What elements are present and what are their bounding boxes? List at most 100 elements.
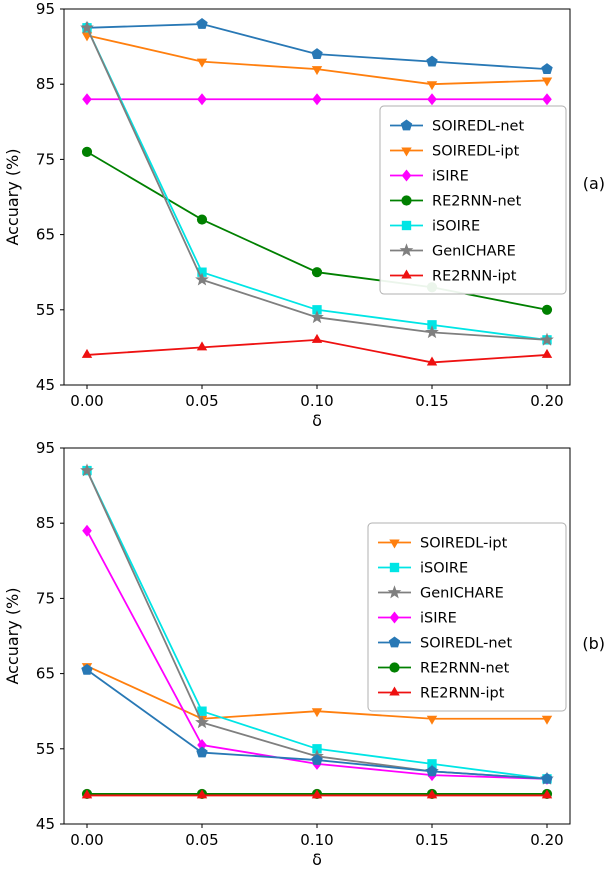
square-icon [312, 305, 322, 315]
star-icon [425, 325, 439, 339]
star-icon [399, 243, 414, 257]
x-tick-label: 0.15 [415, 831, 448, 849]
series-RE2RNN-ipt [81, 333, 553, 366]
square-icon [401, 220, 412, 231]
line-chart-b: 45 55 65 75 85 95 0.00 0.05 0.10 0.15 0.20 δ Accuary… [3, 439, 571, 869]
legend-label: iSOIRE [432, 219, 480, 235]
circle-icon [389, 662, 400, 673]
star-icon [310, 310, 324, 324]
legend-label: SOIREDL-ipt [420, 536, 508, 552]
triangle-up-icon [541, 348, 553, 358]
legend-item-iSIRE: iSIRE [390, 169, 469, 185]
pentagon-icon [426, 55, 438, 67]
pentagon-icon [311, 754, 323, 765]
y-tick-label: 65 [36, 665, 55, 683]
x-tick-label: 0.05 [185, 392, 218, 410]
triangle-up-icon [311, 789, 323, 799]
star-icon [195, 715, 209, 729]
diamond-icon [312, 93, 322, 106]
pentagon-icon [311, 48, 323, 59]
pentagon-icon [400, 119, 413, 131]
y-tick-label: 45 [36, 815, 55, 833]
series-line [86, 34, 548, 86]
triangle-down-icon [196, 58, 208, 68]
x-axis-label: δ [312, 411, 322, 430]
legend-item-SOIREDL-ipt: SOIREDL-ipt [390, 144, 520, 160]
legend-item-SOIREDL-net: SOIREDL-net [378, 636, 512, 652]
pentagon-icon [426, 765, 438, 777]
pentagon-icon [541, 63, 553, 75]
y-tick-label: 45 [36, 376, 55, 394]
triangle-down-icon [389, 539, 400, 549]
legend-label: SOIREDL-net [432, 119, 524, 135]
circle-icon [541, 304, 553, 315]
triangle-down-icon [311, 66, 323, 76]
legend-item-GenICHARE: GenICHARE [390, 243, 516, 260]
legend: SOIREDL-net SOIREDL-ipt iSIRE RE2RNN-net iSO… [379, 105, 567, 295]
legend-item-RE2RNN-ipt: RE2RNN-ipt [378, 686, 505, 702]
legend-item-SOIREDL-ipt: SOIREDL-ipt [378, 536, 508, 552]
y-tick-label: 95 [36, 439, 55, 457]
x-tick-label: 0.10 [300, 392, 333, 410]
triangle-up-icon [389, 686, 400, 696]
square-icon [312, 744, 322, 754]
square-icon [427, 759, 437, 769]
legend-label: GenICHARE [420, 586, 504, 602]
triangle-down-icon [541, 715, 553, 725]
x-tick-label: 0.10 [300, 831, 333, 849]
series-GenICHARE [80, 20, 554, 346]
legend-item-GenICHARE: GenICHARE [378, 585, 504, 602]
triangle-down-icon [311, 708, 323, 718]
x-tick-label: 0.00 [70, 392, 103, 410]
legend-label: iSIRE [420, 611, 457, 627]
triangle-down-icon [426, 715, 438, 725]
y-tick-label: 55 [36, 301, 55, 319]
x-tick-label: 0.15 [415, 392, 448, 410]
legend-item-RE2RNN-net: RE2RNN-net [390, 194, 522, 210]
legend-label: RE2RNN-net [420, 661, 510, 677]
diamond-icon [82, 524, 92, 537]
legend-box [367, 522, 567, 712]
x-axis-label: δ [312, 850, 322, 869]
diamond-icon [197, 93, 207, 106]
triangle-up-icon [426, 789, 438, 799]
circle-icon [81, 146, 93, 157]
panel-label-a: (a) [582, 174, 605, 193]
x-tick-label: 0.20 [530, 831, 563, 849]
y-tick-label: 75 [36, 589, 55, 607]
circle-icon [311, 267, 323, 278]
series-SOIREDL-ipt [81, 32, 553, 91]
pentagon-icon [388, 636, 401, 648]
triangle-up-icon [311, 333, 323, 343]
pentagon-icon [541, 772, 553, 784]
series-line [86, 23, 548, 71]
pentagon-icon [196, 18, 208, 29]
legend-label: RE2RNN-net [432, 194, 522, 210]
y-axis-label: Accuary (%) [3, 148, 22, 245]
diamond-icon [82, 93, 92, 106]
triangle-down-icon [401, 147, 412, 157]
series-RE2RNN-ipt [81, 789, 553, 799]
y-tick-label: 95 [36, 0, 55, 18]
y-axis-label: Accuary (%) [3, 587, 22, 684]
square-icon [389, 562, 400, 573]
star-icon [387, 585, 402, 599]
y-tick-label: 85 [36, 75, 55, 93]
legend-label: GenICHARE [432, 244, 516, 260]
legend-label: iSIRE [432, 169, 469, 185]
series-line [86, 338, 548, 364]
chart-panel-b: 45 55 65 75 85 95 0.00 0.05 0.10 0.15 0.20 δ Accuary… [0, 439, 606, 878]
square-icon [197, 267, 207, 277]
legend-label: SOIREDL-ipt [432, 144, 520, 160]
square-icon [427, 320, 437, 330]
diamond-icon [389, 611, 400, 624]
line-chart-a: 45 55 65 75 85 95 0.00 0.05 0.10 0.15 0.20 δ Accuary… [3, 0, 571, 430]
triangle-up-icon [541, 789, 553, 799]
legend-label: RE2RNN-ipt [432, 269, 517, 285]
x-tick-label: 0.00 [70, 831, 103, 849]
series-SOIREDL-net [81, 663, 553, 784]
circle-icon [196, 214, 208, 225]
diamond-icon [427, 93, 437, 106]
y-tick-label: 65 [36, 226, 55, 244]
circle-icon [401, 195, 412, 206]
